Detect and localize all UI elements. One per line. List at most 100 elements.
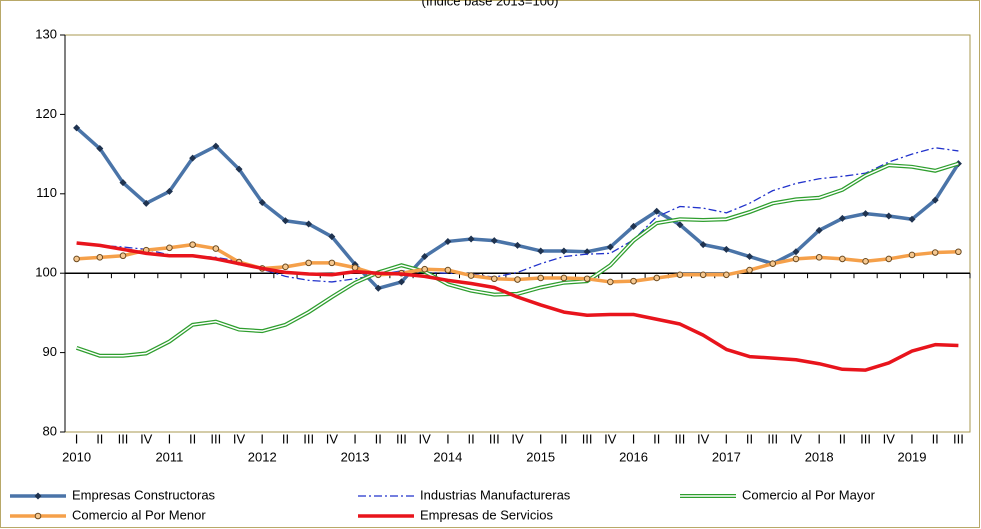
point — [281, 217, 289, 225]
point — [537, 247, 545, 255]
point — [630, 277, 637, 285]
year-label: 2014 — [433, 449, 462, 464]
point — [583, 248, 591, 256]
year-label: 2011 — [155, 449, 183, 464]
legend-label: Empresas de Servicios — [420, 507, 553, 522]
x-tick-label: IV — [511, 431, 524, 446]
point — [607, 278, 614, 286]
point — [653, 207, 661, 215]
point — [444, 266, 452, 274]
x-tick-label: IV — [419, 431, 432, 446]
y-tick-label: 120 — [35, 106, 57, 121]
point — [374, 284, 382, 292]
point — [838, 214, 846, 222]
point — [142, 199, 150, 207]
point — [467, 235, 475, 243]
point — [792, 255, 800, 263]
point — [351, 264, 359, 271]
year-label: 2016 — [619, 449, 648, 464]
point — [653, 274, 661, 282]
x-tick-label: I — [817, 431, 821, 446]
point — [166, 244, 173, 252]
legend-label: Comercio al Por Mayor — [742, 487, 876, 502]
x-tick-label: II — [375, 431, 382, 446]
x-tick-label: III — [860, 431, 871, 446]
point — [722, 245, 730, 253]
point — [792, 248, 800, 256]
point — [862, 257, 869, 265]
series-line — [76, 147, 959, 283]
point — [96, 254, 104, 261]
series-line — [76, 241, 959, 372]
point — [305, 259, 312, 267]
point — [421, 253, 429, 261]
x-tick-label: I — [910, 431, 914, 446]
y-tick-label: 110 — [36, 185, 57, 200]
x-tick-label: IV — [883, 431, 896, 446]
y-tick-label: 130 — [35, 26, 57, 41]
point — [815, 254, 823, 261]
point — [630, 222, 638, 230]
point — [885, 255, 893, 263]
y-tick-label: 80 — [43, 423, 57, 438]
point — [328, 259, 336, 267]
x-tick-label: III — [396, 431, 407, 446]
legend-label: Empresas Constructoras — [72, 487, 216, 502]
point — [212, 245, 220, 252]
x-tick-label: IV — [233, 431, 246, 446]
x-tick-label: III — [767, 431, 778, 446]
point — [421, 265, 428, 273]
x-tick-label: III — [675, 431, 686, 446]
x-tick-label: I — [632, 431, 636, 446]
x-tick-label: IV — [604, 431, 617, 446]
x-tick-label: II — [189, 431, 196, 446]
x-tick-label: II — [839, 431, 846, 446]
year-label: 2017 — [712, 449, 741, 464]
point — [699, 271, 707, 279]
x-tick-label: II — [653, 431, 660, 446]
year-label: 2019 — [898, 449, 927, 464]
point — [165, 187, 173, 195]
point — [885, 212, 893, 220]
x-tick-label: II — [96, 431, 103, 446]
year-label: 2015 — [526, 449, 555, 464]
point — [908, 251, 916, 259]
point — [862, 210, 870, 218]
point — [490, 237, 498, 245]
x-tick-label: III — [118, 431, 129, 446]
legend-marker — [34, 512, 42, 520]
point — [537, 274, 545, 282]
x-tick-label: I — [446, 431, 450, 446]
y-tick-label: 100 — [35, 265, 57, 280]
point — [282, 263, 289, 271]
point — [699, 241, 707, 249]
point — [305, 220, 313, 228]
year-label: 2012 — [248, 449, 277, 464]
year-label: 2018 — [805, 449, 834, 464]
point — [746, 253, 754, 261]
point — [931, 249, 939, 256]
point — [119, 252, 127, 260]
x-tick-label: II — [282, 431, 289, 446]
legend-label: Industrias Manufactureras — [420, 487, 571, 502]
point — [839, 255, 846, 263]
point — [514, 241, 521, 249]
point — [328, 233, 336, 241]
year-label: 2013 — [341, 449, 370, 464]
point — [73, 255, 80, 263]
x-tick-label: I — [539, 431, 543, 446]
point — [189, 241, 196, 248]
point — [908, 215, 916, 223]
point — [606, 243, 614, 251]
x-tick-label: II — [746, 431, 753, 446]
x-tick-label: III — [303, 431, 314, 446]
point — [769, 260, 777, 267]
point — [490, 275, 498, 283]
legend-label: Comercio al Por Menor — [72, 507, 206, 522]
x-tick-label: IV — [326, 431, 339, 446]
year-label: 2010 — [62, 449, 91, 464]
y-tick-label: 90 — [43, 344, 57, 359]
